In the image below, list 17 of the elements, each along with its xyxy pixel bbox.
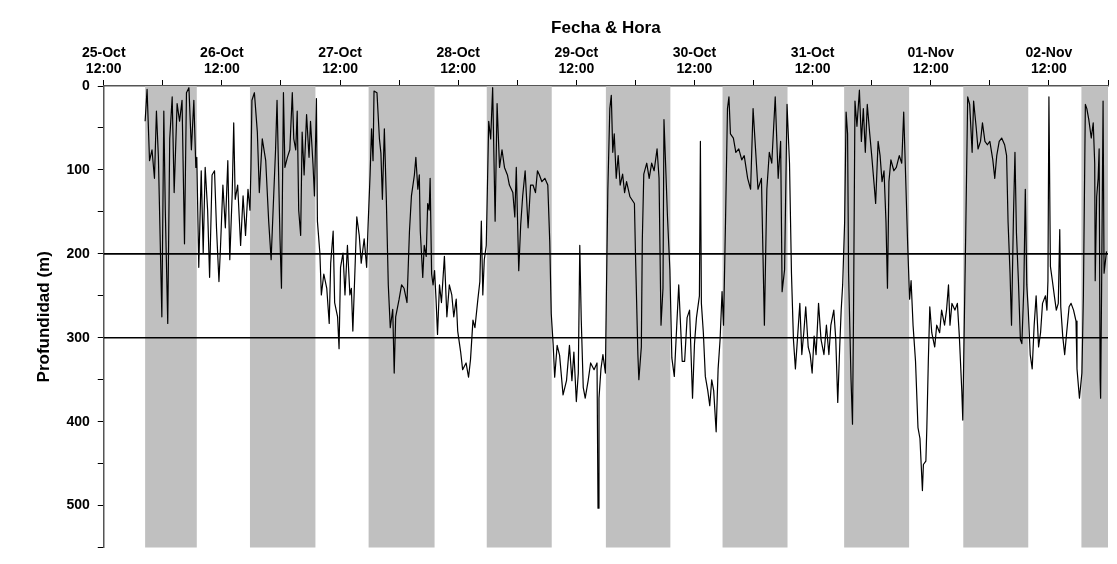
y-tick-label: 400 (66, 412, 90, 429)
y-tick-label: 100 (66, 160, 90, 177)
y-tick-label: 200 (66, 244, 90, 261)
y-tick-label: 500 (66, 496, 90, 513)
x-tick-label: 30-Oct 12:00 (672, 43, 717, 77)
x-tick-label: 02-Nov 12:00 (1025, 43, 1073, 77)
y-tick-label: 300 (66, 328, 90, 345)
y-tick-label: 0 (81, 76, 90, 93)
x-tick-label: 01-Nov 12:00 (907, 43, 955, 77)
y-axis-title: Profundidad (m) (33, 251, 53, 383)
x-tick-label: 27-Oct 12:00 (318, 43, 363, 77)
x-tick-label: 31-Oct 12:00 (790, 43, 835, 77)
x-tick-label: 25-Oct 12:00 (81, 43, 126, 77)
x-tick-label: 29-Oct 12:00 (554, 43, 599, 77)
x-axis-title: Fecha & Hora (551, 17, 662, 37)
x-tick-label: 26-Oct 12:00 (200, 43, 245, 77)
x-tick-label: 28-Oct 12:00 (436, 43, 481, 77)
